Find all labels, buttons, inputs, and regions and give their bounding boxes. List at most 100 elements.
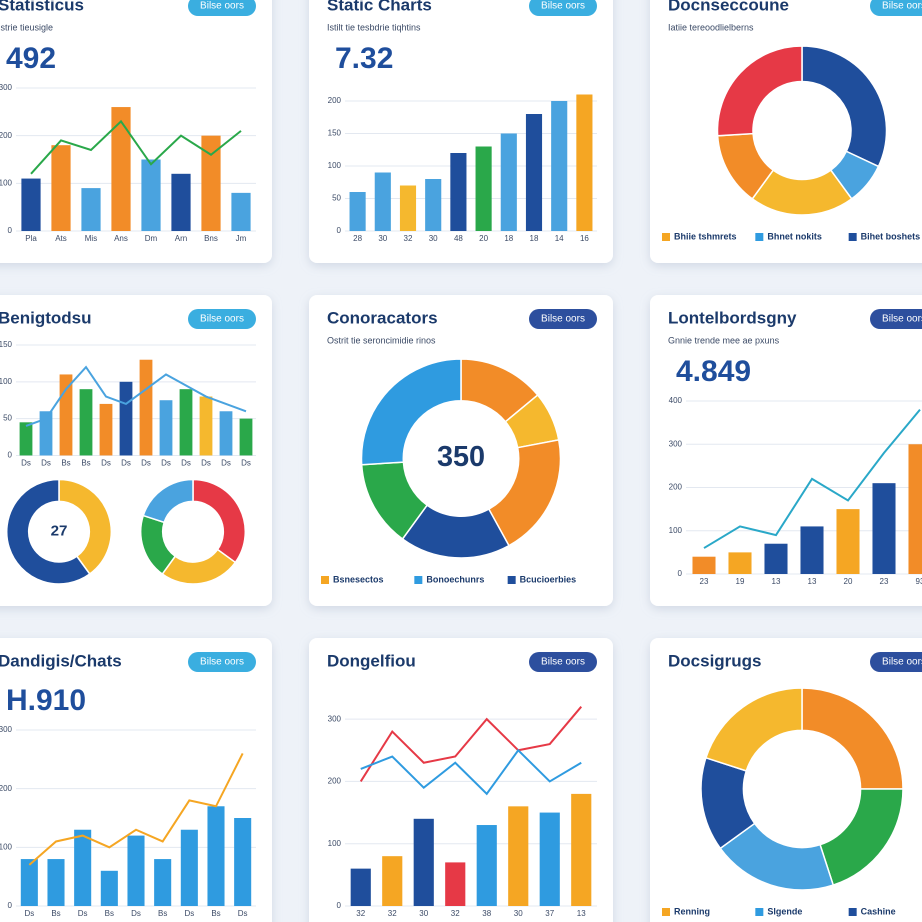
card-kpi: H.910 <box>6 684 86 717</box>
card-kpi: 7.32 <box>335 42 393 75</box>
card-button-label[interactable]: Bilse oors <box>541 314 585 325</box>
card-background <box>309 638 613 922</box>
bar <box>399 185 417 231</box>
x-tick-label: Bs <box>158 909 167 918</box>
card-button[interactable] <box>870 309 922 329</box>
bar <box>59 374 73 456</box>
x-tick-label: Bs <box>81 459 90 468</box>
x-tick-label: Ds <box>21 459 31 468</box>
card-button-label[interactable]: Bilse oors <box>541 657 585 668</box>
card-subtitle: Istrie tieusigle <box>0 22 53 32</box>
card-button[interactable] <box>529 0 597 16</box>
donut-slice <box>142 478 194 524</box>
dashboard-card: Statisticus Bilse oors Istrie tieusigle 492… <box>0 0 272 263</box>
x-tick-label: Bs <box>51 909 60 918</box>
dashboard-card: Docnseccoune Bilse oors Iatiie tereoodliel… <box>650 0 922 263</box>
legend-label: Bhnet nokits <box>767 231 822 241</box>
card-title: Benigtodsu <box>0 308 92 327</box>
line-series <box>28 753 244 866</box>
legend-swatch <box>662 908 670 916</box>
donut-slice <box>58 478 113 576</box>
bar <box>127 835 145 906</box>
bar <box>539 812 560 906</box>
bar <box>39 411 53 456</box>
y-tick-label: 300 <box>328 714 342 723</box>
donut-slice <box>192 478 247 564</box>
donut-center-label: 27 <box>51 523 68 540</box>
donut-slice <box>360 358 462 466</box>
bar <box>111 107 131 231</box>
x-tick-label: Ds <box>184 909 194 918</box>
line-series <box>30 119 242 175</box>
donut-slice <box>5 478 91 585</box>
bar <box>20 859 38 906</box>
x-tick-label: Pla <box>25 234 37 243</box>
card-button[interactable] <box>188 309 256 329</box>
dashboard-card: Benigtodsu Bilse oors 0 50 100 150 Ds Ds Bs Bs Ds D… <box>0 295 272 606</box>
y-tick-label: 0 <box>8 451 13 460</box>
card-button[interactable] <box>529 652 597 672</box>
card-button-label[interactable]: Bilse oors <box>200 657 244 668</box>
card-background <box>0 295 272 606</box>
card-button[interactable] <box>870 0 922 16</box>
x-tick-label: 19 <box>736 577 745 586</box>
y-tick-label: 200 <box>669 483 683 492</box>
card-button-label[interactable]: Bilse oors <box>200 314 244 325</box>
bar <box>728 552 752 574</box>
legend-swatch <box>414 576 423 584</box>
x-tick-label: 48 <box>454 234 463 243</box>
legend-label: Bihet boshets <box>861 231 921 241</box>
x-tick-label: Arn <box>175 234 187 243</box>
card-button-label[interactable]: Bilse oors <box>882 657 922 668</box>
bar <box>51 145 71 231</box>
card-title: Dandigis/Chats <box>0 651 122 670</box>
bar <box>500 133 517 231</box>
y-tick-label: 50 <box>332 194 341 203</box>
donut-slice <box>801 45 888 168</box>
bar <box>154 859 172 906</box>
card-title: Statisticus <box>0 0 84 14</box>
card-button-label[interactable]: Bilse oors <box>541 1 585 12</box>
x-tick-label: 30 <box>429 234 438 243</box>
dashboard-card: Static Charts Bilse oors Istilt tie tesbdr… <box>309 0 613 263</box>
x-tick-label: 13 <box>577 909 586 918</box>
bar <box>141 159 161 231</box>
x-tick-label: 18 <box>504 234 513 243</box>
card-button-label[interactable]: Bilse oors <box>200 1 244 12</box>
y-tick-label: 300 <box>0 725 13 734</box>
legend-swatch <box>755 908 764 916</box>
x-tick-label: 23 <box>880 577 889 586</box>
x-tick-label: 13 <box>772 577 781 586</box>
line-series <box>360 748 582 796</box>
y-tick-label: 200 <box>0 131 13 140</box>
x-tick-label: 30 <box>514 909 523 918</box>
card-button-label[interactable]: Bilse oors <box>882 314 922 325</box>
x-tick-label: Ds <box>161 459 171 468</box>
legend-label: Bsnesectos <box>333 574 384 584</box>
card-kpi: 4.849 <box>676 355 751 388</box>
card-button[interactable] <box>188 0 256 16</box>
card-button[interactable] <box>188 652 256 672</box>
card-background <box>309 295 613 606</box>
card-button[interactable] <box>529 309 597 329</box>
x-tick-label: 28 <box>353 234 362 243</box>
x-tick-label: Mis <box>85 234 97 243</box>
x-tick-label: Ds <box>24 909 34 918</box>
y-tick-label: 100 <box>669 526 683 535</box>
x-tick-label: Jm <box>236 234 247 243</box>
x-tick-label: Ds <box>238 909 248 918</box>
bar <box>800 526 824 574</box>
card-subtitle: Ostrit tie seroncimidie rinos <box>327 335 436 345</box>
card-title: Conoracators <box>327 308 438 327</box>
card-button-label[interactable]: Bilse oors <box>882 1 922 12</box>
bar <box>100 870 118 906</box>
x-tick-label: Ats <box>55 234 67 243</box>
bar <box>201 135 221 231</box>
card-button[interactable] <box>870 652 922 672</box>
bar <box>47 859 65 906</box>
dashboard-card: Dandigis/Chats Bilse oors H.910 0 100 200 300 D… <box>0 638 272 922</box>
bar <box>836 509 860 574</box>
bar <box>908 444 922 574</box>
bar <box>239 418 253 456</box>
